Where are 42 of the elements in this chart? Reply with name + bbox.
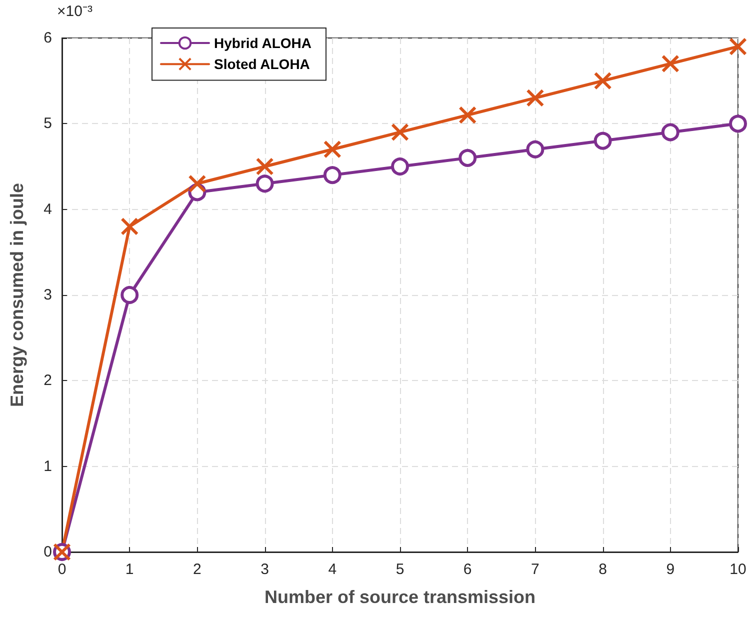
x-tick-label: 3 [260, 561, 269, 578]
point [526, 140, 544, 158]
point [594, 72, 612, 90]
x-tick-label: 2 [193, 561, 202, 578]
y-tick-label: 6 [44, 30, 52, 46]
point [256, 158, 274, 176]
point [120, 217, 139, 236]
legend-label: Hybrid ALOHA [214, 35, 312, 51]
point [323, 166, 342, 184]
x-tick-label: 10 [730, 561, 746, 578]
x-axis-title: Number of source transmission [264, 587, 536, 607]
y-tick-label: 0 [44, 544, 52, 560]
x-tick-label: 9 [666, 561, 675, 578]
y-tick-label: 2 [44, 372, 52, 390]
point [729, 38, 747, 56]
x-tick-label: 5 [396, 561, 404, 578]
point [594, 132, 612, 150]
y-tick-label: 3 [44, 286, 52, 304]
point [391, 123, 409, 142]
point [391, 158, 409, 176]
point [526, 88, 544, 107]
x-tick-label: 1 [125, 561, 134, 578]
x-tick-label: 8 [598, 561, 607, 578]
point [120, 286, 139, 304]
point [323, 140, 342, 158]
text: ×10⁻³ [57, 3, 92, 20]
x-tick-label: 4 [328, 561, 337, 578]
point [729, 114, 747, 133]
point [661, 123, 680, 142]
y-tick-label: 5 [44, 115, 52, 132]
x-tick-label: 0 [58, 561, 66, 578]
legend-label: Sloted ALOHA [214, 56, 310, 72]
x-tick-label: 6 [463, 561, 472, 578]
y-tick-label: 4 [44, 200, 52, 218]
point [256, 174, 274, 193]
x-tick-label: 7 [531, 561, 540, 578]
y-tick-label: 1 [44, 458, 52, 475]
point [188, 174, 206, 193]
point [458, 106, 477, 124]
y-axis-title: Energy consumed in joule [7, 182, 27, 408]
point [458, 148, 477, 167]
point [661, 54, 680, 73]
